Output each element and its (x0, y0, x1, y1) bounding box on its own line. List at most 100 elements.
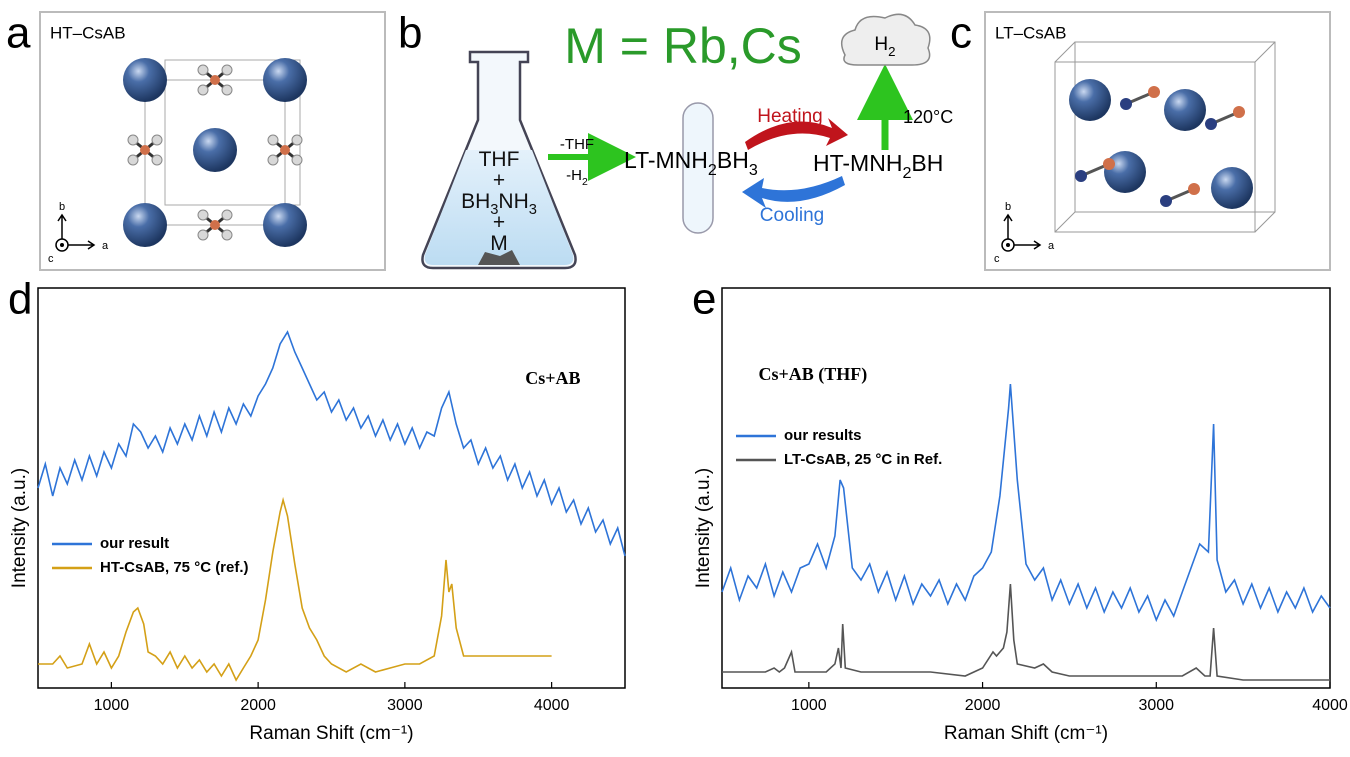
atom (1104, 151, 1146, 193)
arrow-label: -H2 (566, 167, 588, 188)
atom (1148, 86, 1160, 98)
text-part: LT-MNH (624, 147, 708, 173)
text-part: 2 (708, 161, 717, 179)
atom (198, 65, 208, 75)
atom (1233, 106, 1245, 118)
axis-origin (60, 243, 64, 247)
atom (128, 135, 138, 145)
atom (152, 155, 162, 165)
reagent: + (493, 169, 505, 192)
text-part: 2 (582, 176, 588, 188)
x-tick-label: 3000 (1138, 697, 1174, 714)
text-part: HT-MNH (813, 150, 902, 176)
x-tick-label: 2000 (965, 697, 1001, 714)
crystal-structure (123, 58, 307, 247)
atom (198, 85, 208, 95)
series-line (722, 584, 1330, 680)
headline: M = Rb,Cs (564, 18, 802, 74)
x-tick-label: 1000 (791, 697, 827, 714)
text-part: BH (911, 150, 943, 176)
atom (1211, 167, 1253, 209)
x-tick-label: 4000 (1312, 697, 1348, 714)
panel-title: HT–CsAB (50, 23, 126, 42)
atom (222, 65, 232, 75)
axis-label: c (48, 253, 54, 265)
series-line (722, 384, 1330, 620)
atom (1164, 89, 1206, 131)
y-axis-title: Intensity (a.u.) (9, 468, 30, 588)
text-part: BH (717, 147, 749, 173)
series-line (38, 332, 625, 556)
text-part: BH (461, 190, 490, 213)
reagent: + (493, 211, 505, 234)
panel-title: LT–CsAB (995, 23, 1067, 42)
text-part: + (493, 169, 505, 192)
axis-label: a (102, 240, 109, 252)
axis-label: a (1048, 240, 1055, 252)
atom (193, 128, 237, 172)
atom (123, 58, 167, 102)
text-part: THF (479, 148, 520, 171)
axis-origin (1006, 243, 1010, 247)
atom (123, 203, 167, 247)
atom (292, 135, 302, 145)
reagent: M (490, 232, 508, 255)
atom (268, 155, 278, 165)
atom (140, 145, 150, 155)
text-part: 3 (529, 202, 537, 218)
figure: a HT–CsAB c LT–CsAB b M = Rb,Cs bacbacTH… (0, 0, 1350, 757)
temperature: 120°C (903, 107, 953, 127)
atom (222, 210, 232, 220)
atom (210, 75, 220, 85)
atom (1205, 118, 1217, 130)
legend-label: our results (784, 427, 862, 444)
atom (1075, 170, 1087, 182)
panel-frame (985, 12, 1330, 270)
reagent: THF (479, 148, 520, 171)
x-tick-label: 1000 (94, 697, 130, 714)
atom (1160, 195, 1172, 207)
atom (268, 135, 278, 145)
text-part: M (490, 232, 508, 255)
annotation: Cs+AB (525, 368, 580, 388)
arrow-label: -THF (560, 136, 594, 153)
axis-label: c (994, 253, 1000, 265)
panel-label: a (6, 9, 31, 58)
axis-label: b (59, 201, 65, 213)
plot-area (38, 288, 625, 688)
heating-label: Heating (757, 106, 823, 127)
panel-label: e (692, 275, 716, 324)
text-part: 3 (749, 161, 758, 179)
atom (292, 155, 302, 165)
atom (222, 230, 232, 240)
atom (263, 203, 307, 247)
atom (1188, 183, 1200, 195)
cooling-arrow (742, 176, 845, 208)
plot-area (722, 288, 1330, 688)
crystal-structure (1055, 42, 1275, 232)
text-part: -H (566, 167, 582, 184)
atom (1103, 158, 1115, 170)
text-part: 2 (888, 44, 895, 59)
atom (1069, 79, 1111, 121)
text-part: + (493, 211, 505, 234)
legend-label: HT-CsAB, 75 °C (ref.) (100, 559, 249, 576)
text-part: NH (498, 190, 528, 213)
legend-label: LT-CsAB, 25 °C in Ref. (784, 451, 942, 468)
legend-label: our result (100, 535, 169, 552)
panel-label: c (950, 9, 972, 58)
product: HT-MNH2BH (813, 150, 943, 182)
panel-label: d (8, 275, 32, 324)
x-axis-title: Raman Shift (cm⁻¹) (249, 723, 413, 744)
x-tick-label: 2000 (240, 697, 276, 714)
atom (198, 210, 208, 220)
atom (263, 58, 307, 102)
atom (198, 230, 208, 240)
atom (210, 220, 220, 230)
atom (280, 145, 290, 155)
x-tick-label: 3000 (387, 697, 423, 714)
x-axis-title: Raman Shift (cm⁻¹) (944, 723, 1108, 744)
cooling-label: Cooling (760, 205, 824, 226)
text-part: H (874, 34, 888, 55)
annotation: Cs+AB (THF) (758, 364, 867, 385)
